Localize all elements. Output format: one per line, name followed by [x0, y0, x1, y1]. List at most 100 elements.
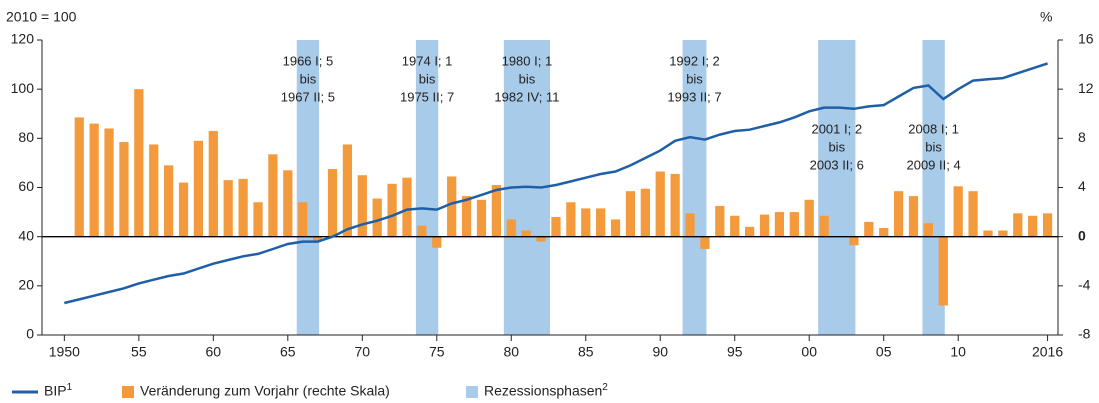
bar: [938, 236, 948, 306]
recession-label: bis: [686, 71, 703, 86]
legend-sup: 2: [602, 382, 608, 393]
bar: [298, 202, 308, 237]
y2-tick-label: 16: [1078, 31, 1094, 47]
bar: [312, 236, 323, 241]
recession-label: 2001 I; 2: [811, 121, 862, 136]
y-tick-label: 80: [18, 129, 34, 145]
bar: [596, 208, 606, 237]
legend-swatch: [122, 386, 134, 398]
bar: [730, 215, 740, 237]
bar: [238, 178, 248, 237]
bar: [804, 199, 814, 237]
y2-tick-label: 8: [1078, 129, 1086, 145]
recession-label: bis: [300, 71, 317, 86]
bar: [625, 191, 636, 237]
bar: [149, 144, 159, 237]
y-tick-label: 120: [11, 31, 35, 47]
bar: [864, 221, 874, 237]
bar: [253, 202, 263, 237]
bar: [1042, 213, 1053, 237]
recession-label: 1974 I; 1: [402, 53, 453, 68]
recession-label: 1992 I; 2: [669, 53, 720, 68]
x-tick-label: 65: [280, 344, 296, 360]
y2-axis-label: %: [1040, 9, 1052, 25]
legend-sup: 1: [67, 382, 73, 393]
bar: [998, 230, 1008, 237]
bar: [566, 202, 576, 237]
bar: [342, 144, 353, 237]
bar: [581, 208, 591, 237]
bar: [670, 173, 680, 237]
recession-band: [682, 40, 707, 335]
bar: [223, 180, 233, 237]
bar: [953, 186, 963, 237]
bar: [417, 225, 427, 237]
y-tick-label: 60: [18, 178, 34, 194]
bar: [521, 230, 531, 237]
bar: [983, 230, 993, 237]
x-tick-label: 60: [206, 344, 222, 360]
bar: [879, 228, 889, 237]
recession-label: 1980 I; 1: [502, 53, 553, 68]
bar: [789, 212, 799, 237]
bar: [908, 196, 919, 237]
bar: [655, 171, 665, 237]
recession-label: 1982 IV; 11: [494, 89, 559, 104]
bar: [372, 198, 382, 237]
recession-label: 1993 II; 7: [667, 89, 721, 104]
recession-label: 1967 II; 5: [281, 89, 335, 104]
x-tick-label: 75: [429, 344, 445, 360]
bar: [849, 236, 859, 246]
bar: [610, 219, 621, 237]
bar: [476, 199, 487, 237]
bar: [268, 154, 278, 237]
recession-label: 2008 I; 1: [908, 121, 959, 136]
y-tick-label: 0: [26, 326, 34, 342]
recession-label: 1966 I; 5: [283, 53, 334, 68]
x-tick-label: 70: [355, 344, 371, 360]
x-tick-label: 80: [503, 344, 519, 360]
x-tick-label: 2016: [1032, 344, 1063, 360]
recession-label: bis: [519, 71, 536, 86]
recession-band: [296, 40, 320, 335]
bar: [745, 226, 755, 237]
bar: [432, 236, 442, 248]
legend-label: BIP1: [44, 382, 73, 399]
bar: [134, 89, 144, 237]
bar: [461, 196, 472, 237]
y-tick-label: 20: [18, 277, 34, 293]
bar: [208, 130, 218, 237]
bar: [759, 214, 770, 237]
recession-label: 2009 II; 4: [906, 157, 960, 172]
bar: [715, 205, 725, 237]
y2-tick-label: -8: [1078, 326, 1091, 342]
recession-label: 1975 II; 7: [400, 89, 454, 104]
legend-swatch: [466, 386, 478, 398]
y2-tick-label: -4: [1078, 277, 1091, 293]
y-tick-label: 40: [18, 227, 34, 243]
bar: [387, 183, 397, 237]
bar: [700, 236, 710, 249]
bar: [774, 212, 785, 237]
bar: [74, 117, 84, 237]
bar: [506, 219, 516, 237]
bar: [893, 191, 904, 237]
recession-band: [818, 40, 856, 335]
y-axis-label: 2010 = 100: [6, 9, 77, 25]
y2-tick-label: 4: [1078, 178, 1086, 194]
bar: [447, 176, 457, 237]
bar: [402, 177, 412, 237]
y2-tick-label: 0: [1078, 227, 1086, 243]
bar: [819, 215, 829, 237]
bar: [327, 169, 338, 237]
bar: [1028, 215, 1038, 237]
bar: [89, 123, 99, 237]
line: [64, 62, 1048, 305]
bar: [1013, 213, 1023, 237]
x-tick-label: 00: [801, 344, 817, 360]
recession-label: bis: [828, 139, 845, 154]
x-tick-label: 55: [131, 344, 147, 360]
bar: [193, 140, 204, 237]
y2-tick-label: 12: [1078, 80, 1094, 96]
